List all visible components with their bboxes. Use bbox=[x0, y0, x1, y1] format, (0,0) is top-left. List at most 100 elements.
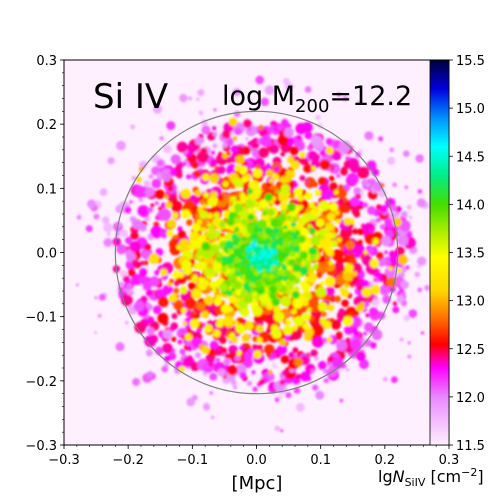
colorbar-tick-label: 13.5 bbox=[456, 247, 485, 262]
density-blob bbox=[150, 225, 163, 239]
density-blob bbox=[233, 280, 243, 290]
density-blob bbox=[246, 380, 253, 387]
mass-label-subscript: 200 bbox=[295, 96, 329, 117]
density-blob bbox=[239, 345, 244, 351]
density-blob bbox=[159, 208, 172, 221]
density-blob bbox=[277, 236, 284, 244]
density-blob bbox=[342, 95, 349, 102]
density-blob bbox=[155, 248, 164, 257]
density-blob bbox=[308, 246, 318, 256]
density-blob bbox=[195, 352, 201, 359]
density-blob bbox=[249, 260, 256, 267]
density-blob bbox=[291, 316, 296, 321]
density-blob bbox=[318, 302, 328, 312]
density-blob bbox=[280, 208, 288, 215]
density-blob bbox=[281, 263, 286, 269]
density-blob bbox=[76, 214, 82, 220]
colorbar-tick-label: 14.5 bbox=[456, 150, 485, 165]
density-blob bbox=[234, 226, 240, 232]
density-blob bbox=[291, 325, 298, 332]
density-blob bbox=[231, 156, 237, 163]
x-tick-label: 0.0 bbox=[246, 453, 267, 468]
density-blob bbox=[280, 355, 290, 364]
density-blob bbox=[201, 125, 211, 135]
density-blob bbox=[116, 244, 127, 255]
density-blob bbox=[130, 124, 136, 130]
density-blob bbox=[309, 254, 316, 261]
density-blob bbox=[99, 188, 108, 197]
density-blob bbox=[204, 251, 213, 259]
density-blob bbox=[103, 222, 113, 233]
density-blob bbox=[372, 237, 380, 245]
density-blob bbox=[268, 248, 275, 255]
density-blob bbox=[267, 259, 273, 266]
density-blob bbox=[399, 220, 411, 232]
density-blob bbox=[213, 108, 217, 112]
density-blob bbox=[357, 285, 363, 291]
density-blob bbox=[339, 287, 346, 294]
density-blob bbox=[300, 371, 310, 382]
density-blob bbox=[264, 85, 275, 96]
density-blob bbox=[177, 230, 187, 239]
density-blob bbox=[282, 325, 293, 336]
density-blob bbox=[277, 213, 287, 223]
density-blob bbox=[277, 252, 286, 261]
density-blob bbox=[296, 257, 303, 264]
density-blob bbox=[408, 309, 418, 318]
density-blob bbox=[298, 204, 304, 210]
density-blob bbox=[353, 212, 359, 218]
density-blob bbox=[326, 336, 333, 343]
density-blob bbox=[331, 249, 344, 261]
density-blob bbox=[378, 136, 384, 142]
density-blob bbox=[158, 206, 163, 211]
density-blob bbox=[292, 216, 298, 222]
density-blob bbox=[215, 357, 220, 362]
density-blob bbox=[280, 186, 289, 196]
density-blob bbox=[325, 138, 333, 145]
mass-label: log M200=12.2 bbox=[222, 81, 412, 117]
colorbar-ticks: 11.5 12.0 12.5 13.0 13.5 14.0 14.5 15.0 15.5 bbox=[449, 54, 485, 454]
density-blob bbox=[216, 346, 221, 351]
density-blob bbox=[349, 162, 361, 173]
density-blob bbox=[310, 349, 318, 357]
density-blob bbox=[297, 194, 304, 202]
density-blob bbox=[159, 136, 164, 141]
density-blob bbox=[302, 312, 311, 321]
density-blob bbox=[139, 197, 143, 202]
density-blob bbox=[191, 161, 199, 169]
density-blob bbox=[315, 114, 321, 120]
density-blob bbox=[328, 261, 333, 266]
density-blob bbox=[350, 338, 363, 351]
density-blob bbox=[271, 297, 280, 307]
density-blob bbox=[255, 205, 261, 211]
density-blob bbox=[380, 235, 392, 247]
density-blob bbox=[329, 202, 338, 212]
density-blob bbox=[182, 321, 188, 326]
density-blob bbox=[315, 390, 325, 400]
density-blob bbox=[319, 200, 330, 211]
density-blob bbox=[420, 331, 425, 335]
density-blob bbox=[240, 218, 248, 226]
density-blob bbox=[283, 127, 294, 138]
density-blob bbox=[170, 322, 179, 330]
colorbar-tick-label: 14.0 bbox=[456, 198, 485, 213]
density-blob bbox=[280, 202, 288, 210]
density-blob bbox=[315, 286, 327, 298]
density-blob bbox=[94, 295, 98, 300]
density-blob bbox=[194, 312, 201, 319]
density-blob bbox=[157, 312, 169, 324]
density-blob bbox=[212, 329, 221, 338]
density-blob bbox=[234, 262, 240, 268]
density-blob bbox=[124, 206, 132, 214]
density-blob bbox=[345, 367, 350, 372]
density-blob bbox=[255, 75, 264, 85]
density-blob bbox=[400, 280, 410, 290]
density-blob bbox=[171, 212, 179, 219]
density-blob bbox=[252, 168, 263, 179]
density-blob bbox=[276, 245, 281, 249]
density-blob bbox=[368, 247, 374, 253]
colorbar bbox=[429, 59, 450, 446]
density-blob bbox=[189, 243, 196, 251]
density-blob bbox=[277, 134, 289, 146]
